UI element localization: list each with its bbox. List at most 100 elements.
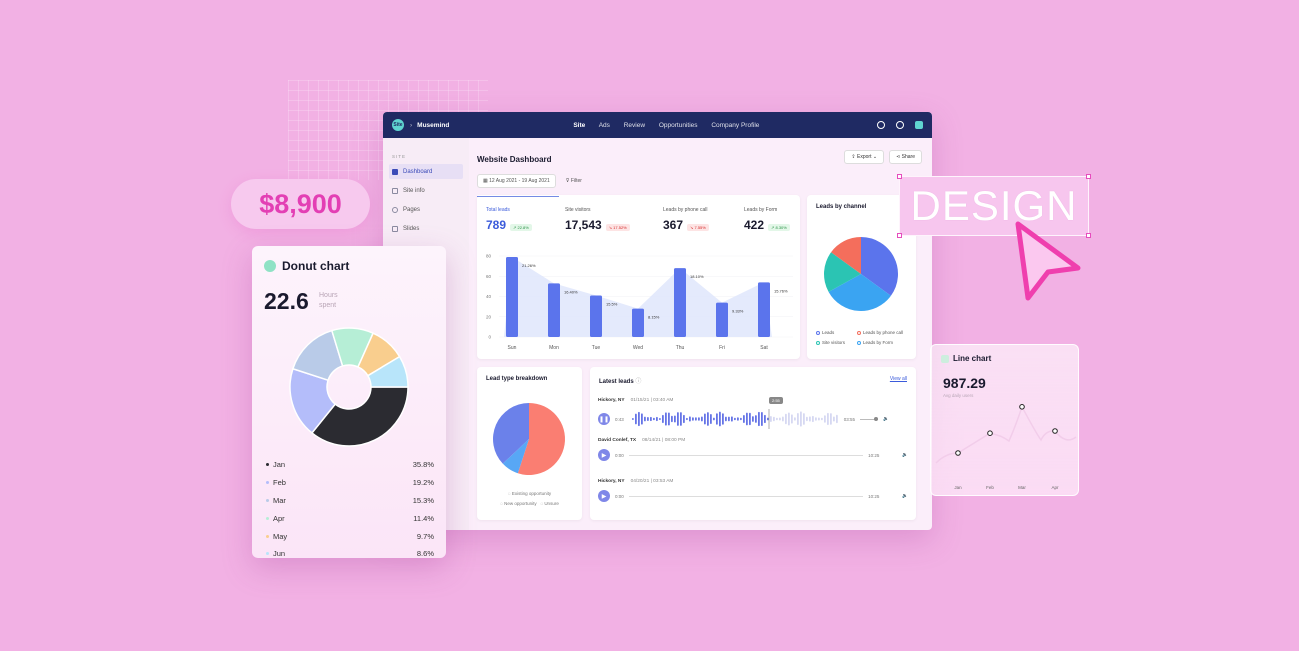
- stat-site-visitors[interactable]: Site visitors 17,543 ↘ 17.52%: [565, 207, 630, 232]
- nav-review[interactable]: Review: [623, 121, 646, 129]
- play-button[interactable]: ▶: [598, 449, 610, 461]
- pause-button[interactable]: ❚❚: [598, 413, 610, 425]
- waveform-bar: [664, 412, 667, 426]
- line-point: [955, 450, 961, 456]
- donut-chart-card: Donut chart 22.6 Hours spent Jan 35.8% Feb…: [252, 246, 446, 558]
- chart-icon: [264, 260, 276, 272]
- legend-label: Mar: [273, 495, 286, 505]
- dashboard-icon: [392, 168, 398, 175]
- legend-item: ◌ New opportunity ◌ Unsure: [500, 501, 559, 506]
- legend-dot-icon: [857, 340, 861, 345]
- waveform-bar: [658, 417, 661, 421]
- sidebar-item-label: Slides: [403, 225, 420, 232]
- nav-company-profile[interactable]: Company Profile: [711, 121, 760, 129]
- waveform-bar: [802, 413, 805, 425]
- waveform-bar: [718, 411, 721, 427]
- volume-icon[interactable]: 🔉: [902, 452, 908, 457]
- waveform-bar: [703, 413, 706, 425]
- waveform-bar: [637, 411, 640, 427]
- volume-icon[interactable]: 🔉: [902, 493, 908, 498]
- lead-type-legend: ◌ Existing opportunity ◌ New opportunity…: [477, 491, 582, 506]
- main-content: Website Dashboard ⇪ Export ⌄ ⋖ Share ▦ 1…: [477, 146, 922, 524]
- resize-handle-icon[interactable]: [897, 174, 902, 179]
- date-range-picker[interactable]: ▦ 12 Aug 2021 - 19 Aug 2021: [477, 174, 556, 188]
- sidebar-section-title: SITE: [392, 154, 407, 159]
- sidebar-item-dashboard[interactable]: Dashboard: [389, 164, 463, 179]
- sidebar-item-pages[interactable]: Pages: [389, 202, 463, 217]
- stat-leads-form[interactable]: Leads by Form 422 ↗ 8.30%: [744, 207, 790, 232]
- waveform-bar: [832, 416, 835, 422]
- sidebar-item-slides[interactable]: Slides: [389, 221, 463, 236]
- audio-waveform[interactable]: [629, 409, 839, 429]
- nav-ads[interactable]: Ads: [598, 121, 610, 129]
- line-point: [987, 430, 993, 436]
- legend-dot-icon: [266, 481, 269, 485]
- waveform-bar: [790, 414, 793, 424]
- volume-slider[interactable]: [860, 416, 879, 421]
- waveform-bar: [829, 413, 832, 425]
- play-button[interactable]: ▶: [598, 490, 610, 502]
- resize-handle-icon[interactable]: [1086, 233, 1091, 238]
- waveform-bar: [634, 413, 637, 425]
- waveform-bar: [694, 417, 697, 421]
- playhead-tooltip: 2:55: [769, 397, 783, 404]
- export-button[interactable]: ⇪ Export ⌄: [844, 150, 885, 164]
- nav-site[interactable]: Site: [573, 121, 586, 129]
- y-tick-label: 80: [486, 254, 492, 259]
- legend-dot-icon: [266, 552, 269, 556]
- notification-icon[interactable]: [915, 121, 923, 129]
- donut-legend-row: Jan 35.8%: [266, 456, 434, 474]
- waveform-bar: [808, 416, 811, 422]
- top-navbar: Site › Musemind Site Ads Review Opportun…: [383, 112, 932, 138]
- audio-track[interactable]: [628, 495, 864, 497]
- bar: [590, 295, 602, 337]
- sidebar-item-site-info[interactable]: Site info: [389, 183, 463, 198]
- sidebar-item-label: Pages: [403, 206, 421, 213]
- resize-handle-icon[interactable]: [1086, 174, 1091, 179]
- stats-card: Total leads 789 ↗ 22.8% Site visitors 17,…: [477, 195, 800, 359]
- waveform-bar: [826, 412, 829, 426]
- waveform-bar: [799, 411, 802, 427]
- pause-icon: ❚❚: [598, 416, 610, 423]
- search-icon[interactable]: [877, 121, 885, 129]
- pie-slice: [831, 237, 861, 274]
- brand-name[interactable]: Musemind: [417, 121, 450, 129]
- waveform-bar: [772, 416, 775, 422]
- waveform-bar: [655, 416, 658, 422]
- share-button[interactable]: ⋖ Share: [889, 150, 922, 164]
- brand-logo-icon[interactable]: Site: [392, 119, 404, 131]
- volume-icon[interactable]: 🔉: [883, 416, 889, 421]
- waveform-bar: [706, 412, 709, 426]
- data-label: 8.15%: [648, 315, 660, 320]
- resize-handle-icon[interactable]: [897, 233, 902, 238]
- sidebar-item-label: Site info: [403, 187, 425, 194]
- data-label: 15.76%: [774, 288, 788, 293]
- donut-legend-row: Mar 15.3%: [266, 492, 434, 510]
- audio-track[interactable]: [628, 454, 864, 456]
- waveform-bar: [697, 417, 700, 421]
- filter-button[interactable]: ⊽ Filter: [565, 178, 582, 184]
- stat-leads-phone[interactable]: Leads by phone call 367 ↘ 7.55%: [663, 207, 709, 232]
- x-tick-label: Mon: [549, 345, 559, 351]
- stat-total-leads[interactable]: Total leads 789 ↗ 22.8%: [486, 207, 532, 232]
- bar: [506, 257, 518, 337]
- legend-dot-icon: [266, 534, 269, 538]
- x-tick-label: Fri: [719, 345, 725, 351]
- donut-legend-row: Feb 19.2%: [266, 474, 434, 492]
- chevron-right-icon: ›: [410, 121, 413, 129]
- bar: [758, 282, 770, 337]
- help-icon[interactable]: [896, 121, 904, 129]
- data-label: 9.33%: [732, 309, 744, 314]
- x-tick-label: Jan: [954, 485, 962, 490]
- view-all-link[interactable]: View all: [889, 376, 907, 382]
- legend-dot-icon: [816, 340, 820, 345]
- waveform-bar: [757, 411, 760, 427]
- waveform-bar: [721, 413, 724, 425]
- legend-item: Leads: [816, 330, 857, 335]
- nav-opportunities[interactable]: Opportunities: [658, 121, 698, 129]
- waveform-bar: [661, 414, 664, 424]
- line-subtitle: Avg daily users: [943, 393, 974, 398]
- donut-value: 22.6: [264, 288, 309, 314]
- waveform-bar: [673, 415, 676, 423]
- lead-type-pie-chart: [493, 403, 565, 475]
